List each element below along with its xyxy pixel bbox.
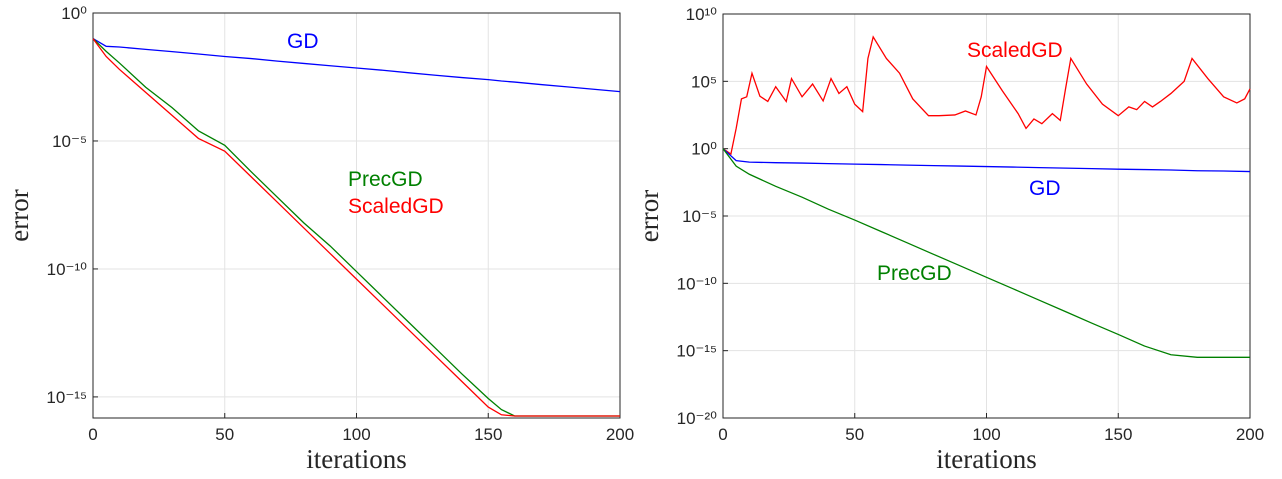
x-tick-label: 200 (606, 425, 634, 444)
axes: 10⁻²⁰ 10⁻¹⁵ 10⁻¹⁰ 10⁻⁵ 10⁰ 10⁵ 10¹⁰ 0 50 100 150 20… (634, 5, 1264, 474)
axes: 10⁻¹⁵ 10⁻¹⁰ 10⁻⁵ 10⁰ 0 50 100 150 200 iterations e… (4, 4, 634, 474)
x-axis-label: iterations (936, 444, 1036, 474)
x-tick-label: 100 (342, 425, 370, 444)
plot-frame (722, 13, 1251, 419)
series-line (722, 35, 1251, 156)
series-line (92, 38, 620, 417)
series-label: GD (1029, 177, 1061, 200)
series-line (722, 148, 1251, 173)
y-tick-label: 10⁻⁵ (682, 207, 717, 226)
y-tick-label: 10⁵ (691, 72, 717, 91)
series-label: GD (287, 30, 319, 53)
series-line (722, 148, 1250, 358)
y-tick-label: 10⁰ (691, 140, 717, 159)
y-axis-label: error (4, 189, 34, 241)
plot-frame (92, 12, 621, 419)
x-tick-label: 50 (215, 425, 234, 444)
y-tick-label: 10⁻¹⁰ (677, 274, 718, 293)
y-tick-label: 10⁻¹⁵ (676, 342, 717, 361)
series-label: ScaledGD (967, 39, 1063, 62)
y-tick-label: 10⁻²⁰ (677, 409, 718, 428)
y-tick-label: 10⁰ (61, 4, 87, 23)
x-tick-label: 150 (474, 425, 502, 444)
x-tick-label: 0 (718, 425, 727, 444)
y-axis-label: error (634, 190, 664, 242)
series-line (92, 38, 621, 93)
x-tick-label: 100 (972, 425, 1000, 444)
y-tick-label: 10¹⁰ (686, 5, 718, 24)
x-tick-label: 0 (88, 425, 97, 444)
y-tick-label: 10⁻¹⁰ (47, 260, 88, 279)
series-label: ScaledGD (348, 195, 444, 218)
series-label: PrecGD (877, 262, 952, 285)
y-tick-label: 10⁻¹⁵ (46, 388, 87, 407)
x-tick-label: 150 (1104, 425, 1132, 444)
x-tick-label: 50 (845, 425, 864, 444)
series-label: PrecGD (348, 168, 423, 191)
y-tick-label: 10⁻⁵ (52, 132, 87, 151)
x-tick-label: 200 (1236, 425, 1264, 444)
x-axis-label: iterations (306, 444, 406, 474)
